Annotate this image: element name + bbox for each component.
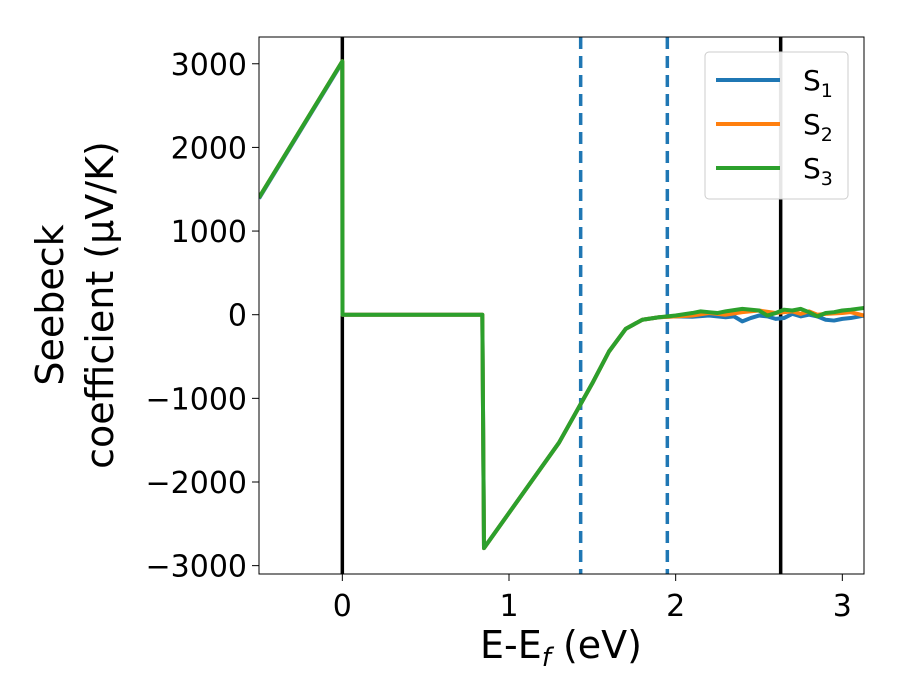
x-axis-label-suffix: (eV)	[551, 623, 642, 667]
y-axis-label-line1: Seebeck	[28, 224, 72, 385]
y-tick-label: 0	[228, 299, 247, 334]
y-tick-label: 3000	[171, 48, 247, 83]
y-tick-label: −3000	[146, 550, 247, 585]
x-tick-label: 2	[666, 589, 685, 624]
x-axis-label: E-Ef (eV)	[480, 623, 642, 673]
series-lines	[259, 59, 864, 551]
plot-frame	[258, 36, 865, 575]
x-tick-label: 3	[833, 589, 852, 624]
y-tick-label: −2000	[146, 466, 247, 501]
x-axis-ticks: 0 1 2 3	[333, 574, 852, 624]
legend-label-s1: S1	[803, 64, 833, 102]
x-axis-label-main: E-E	[480, 623, 542, 667]
y-tick-label: −1000	[146, 382, 247, 417]
y-axis-ticks: −3000 −2000 −1000 0 1000 2000 3000	[146, 48, 259, 585]
x-tick-label: 1	[499, 589, 518, 624]
y-tick-label: 2000	[171, 131, 247, 166]
legend-label-s3: S3	[803, 152, 833, 190]
legend: S1 S2 S3	[704, 51, 849, 200]
y-tick-label: 1000	[171, 215, 247, 250]
x-tick-label: 0	[333, 589, 352, 624]
y-axis-label-line2: coefficient (μV/K)	[78, 141, 122, 469]
legend-label-s2: S2	[803, 108, 833, 146]
series-line-s3	[259, 59, 864, 551]
